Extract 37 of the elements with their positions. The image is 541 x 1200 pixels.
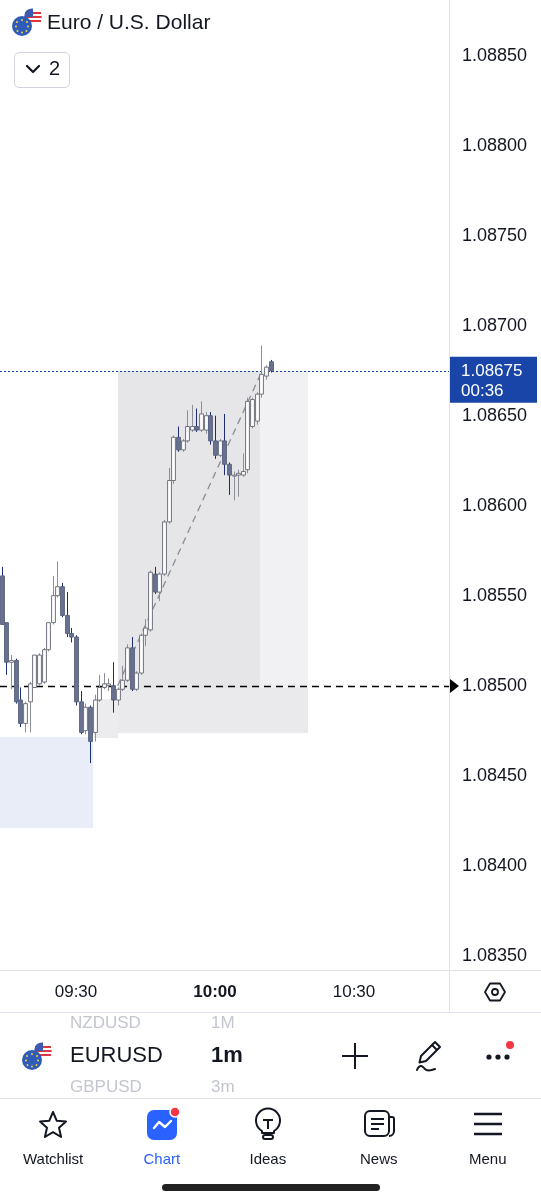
candlestick [199,400,204,433]
y-tick-label: 1.08750 [462,224,528,245]
x-tick-label: 10:30 [332,981,376,1001]
y-tick-label: 1.08400 [462,854,528,875]
y-tick-label: 1.08450 [462,764,528,785]
candlestick [232,471,237,501]
candlestick [111,661,116,714]
y-tick-label: 1.08800 [462,134,528,155]
y-tick-label: 1.08600 [462,494,528,515]
x-tick-label: 09:30 [54,981,98,1001]
y-tick-label: 1.08700 [462,314,528,335]
candlestick [83,703,88,735]
text: NZDUSD [70,1013,141,1032]
text: EURUSD [70,1042,163,1067]
text: 00:36 [461,380,504,400]
ref-line-label: 1.08675 [461,361,523,381]
y-tick-label: 1.08500 [462,674,528,695]
y-tick-label: 1.08850 [462,44,528,65]
text: Watchlist [23,1150,84,1167]
text: Menu [469,1150,507,1167]
candlestick [23,701,28,733]
text: Ideas [249,1150,287,1167]
text: News [360,1150,398,1167]
y-tick-label: 1.08550 [462,584,528,605]
text: Euro / U.S. Dollar [47,9,211,35]
x-tick-label: 10:00 [193,981,237,1001]
text: 1M [211,1013,235,1032]
y-tick-label: 1.08650 [462,404,528,425]
candlestick [176,426,181,453]
candlestick [194,408,199,433]
text: Chart [143,1150,181,1167]
y-tick-label: 1.08350 [462,944,528,965]
text: 3m [211,1077,235,1096]
candlestick [9,654,14,690]
text: 1m [211,1042,243,1067]
annotation: 2 [49,57,61,79]
text: GBPUSD [70,1077,142,1096]
